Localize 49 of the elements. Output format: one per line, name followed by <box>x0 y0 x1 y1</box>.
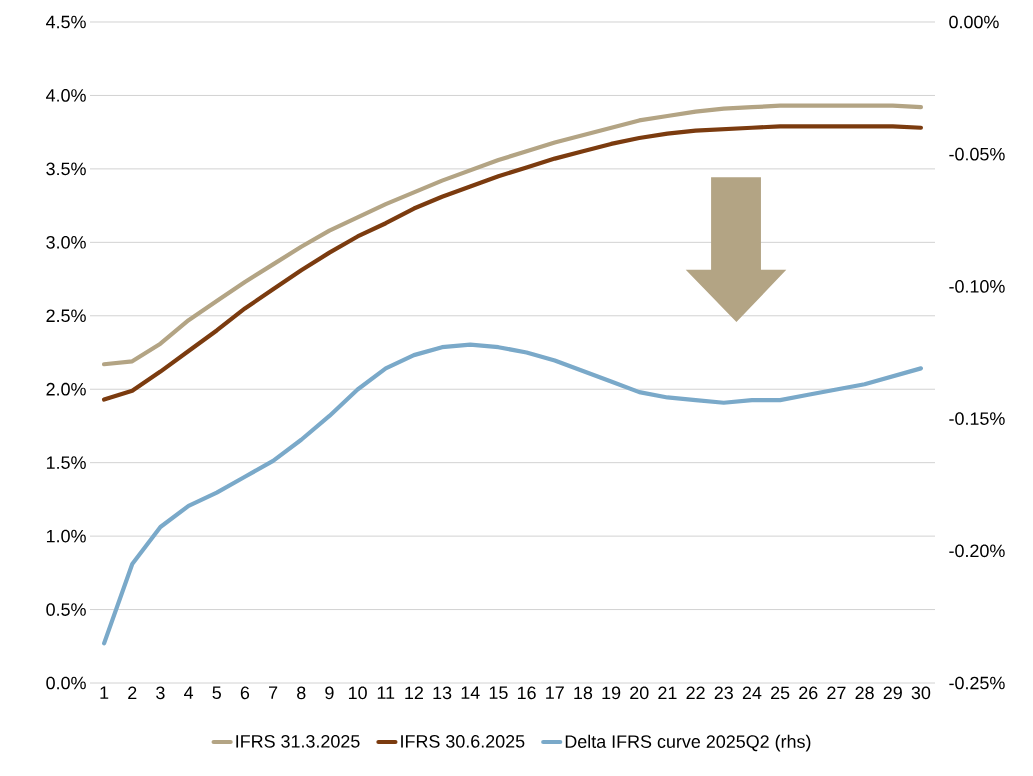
y-tick-label: 2.5% <box>46 309 86 323</box>
legend-label: IFRS 30.6.2025 <box>401 735 525 748</box>
x-tick-label: 4 <box>184 686 194 699</box>
y-tick-label: 1.0% <box>46 529 86 543</box>
x-tick-label: 12 <box>405 686 423 700</box>
x-tick-label: 5 <box>212 686 221 700</box>
x-tick-label: 22 <box>686 686 705 700</box>
x-tick-label: 25 <box>771 686 790 700</box>
y2-tick-label: -0.15% <box>949 412 1005 425</box>
y-tick-label: 4.5% <box>46 15 86 29</box>
legend-label: IFRS 31.3.2025 <box>236 735 360 748</box>
x-tick-label: 16 <box>517 686 536 700</box>
y-tick-label: 1.5% <box>46 456 86 469</box>
x-tick-label: 27 <box>827 686 846 700</box>
y2-tick-label: 0.00% <box>949 15 999 29</box>
x-tick-label: 6 <box>240 686 250 700</box>
y2-tick-label: -0.20% <box>949 544 1005 558</box>
x-tick-label: 18 <box>574 686 593 700</box>
x-tick-label: 17 <box>546 686 564 699</box>
x-tick-label: 10 <box>348 686 367 700</box>
x-tick-label: 29 <box>883 686 902 700</box>
x-tick-label: 21 <box>658 686 677 700</box>
y-tick-label: 4.0% <box>46 89 86 102</box>
x-tick-label: 20 <box>630 686 649 700</box>
y-tick-label: 3.5% <box>46 162 86 176</box>
legend-label: Delta IFRS curve 2025Q2 (rhs) <box>565 734 811 752</box>
x-tick-label: 2 <box>128 686 137 700</box>
x-tick-label: 14 <box>461 686 480 699</box>
y-tick-label: 0.0% <box>46 676 86 690</box>
y2-tick-label: -0.25% <box>949 676 1005 690</box>
x-tick-label: 3 <box>156 686 165 700</box>
y-tick-label: 3.0% <box>46 235 86 249</box>
y-tick-label: 0.5% <box>46 603 86 616</box>
x-tick-label: 11 <box>377 686 395 699</box>
x-tick-label: 15 <box>489 686 508 700</box>
x-tick-label: 19 <box>602 686 621 700</box>
y2-tick-label: -0.05% <box>949 147 1005 161</box>
x-tick-label: 28 <box>855 686 874 700</box>
x-tick-label: 24 <box>742 686 762 700</box>
x-tick-label: 23 <box>714 686 733 700</box>
x-tick-label: 9 <box>325 686 334 700</box>
x-tick-label: 1 <box>100 686 109 699</box>
y2-tick-label: -0.10% <box>949 280 1005 293</box>
x-tick-label: 13 <box>433 686 452 700</box>
x-tick-label: 30 <box>911 686 931 700</box>
x-tick-label: 8 <box>297 686 306 700</box>
x-tick-label: 7 <box>269 686 278 699</box>
x-tick-label: 26 <box>799 686 818 700</box>
y-tick-label: 2.0% <box>46 382 86 396</box>
